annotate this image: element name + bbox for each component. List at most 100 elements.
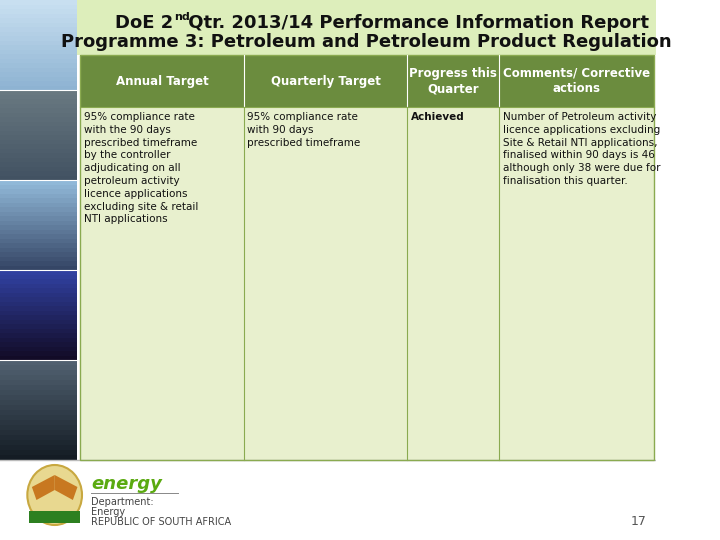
Bar (0, 435, 78, 441)
Bar (0, 430, 78, 435)
Bar (0, 284, 78, 288)
Bar (0, 135, 78, 140)
Bar (0, 450, 78, 456)
Bar (0, 50, 78, 55)
Bar (0, 189, 78, 194)
Bar (0, 81, 78, 86)
Bar (0, 288, 78, 293)
Bar (0, 212, 78, 217)
Text: REPUBLIC OF SOUTH AFRICA: REPUBLIC OF SOUTH AFRICA (91, 517, 231, 527)
Bar (0, 0, 78, 5)
Bar (0, 256, 78, 261)
Bar (0, 112, 78, 118)
Bar (0, 104, 78, 109)
Bar (0, 230, 78, 234)
Bar (0, 180, 78, 185)
Bar (0, 460, 656, 540)
Bar (0, 72, 78, 77)
Bar (0, 252, 78, 257)
Bar (0, 370, 78, 375)
Bar (0, 108, 78, 113)
Bar (0, 395, 78, 401)
Bar (0, 385, 78, 390)
Bar (0, 270, 78, 275)
Bar (0, 63, 78, 68)
Bar (0, 310, 78, 315)
Bar (80, 55, 654, 107)
Bar (0, 420, 78, 426)
Bar (0, 176, 78, 180)
Bar (0, 239, 78, 244)
Bar (0, 45, 78, 50)
Bar (0, 185, 78, 190)
Bar (0, 380, 78, 386)
Bar (0, 306, 78, 311)
Bar (0, 243, 78, 248)
Bar (80, 107, 654, 460)
Text: Progress this
Quarter: Progress this Quarter (410, 66, 498, 96)
Bar (0, 440, 78, 445)
Bar (0, 400, 78, 406)
Text: 17: 17 (631, 515, 647, 528)
Bar (0, 198, 78, 203)
Bar (0, 279, 78, 284)
Bar (0, 324, 78, 329)
Bar (0, 94, 78, 99)
Bar (78, 0, 656, 55)
Text: Energy: Energy (91, 507, 125, 517)
Bar (0, 36, 78, 41)
Bar (0, 58, 78, 64)
Bar (0, 117, 78, 122)
Bar (0, 247, 78, 253)
Bar (0, 390, 78, 395)
Bar (0, 365, 78, 370)
Bar (0, 4, 78, 10)
Bar (0, 360, 78, 366)
Text: Quarterly Target: Quarterly Target (271, 75, 380, 87)
Bar (0, 85, 78, 91)
Bar (0, 445, 78, 450)
Bar (0, 193, 78, 199)
Bar (0, 171, 78, 176)
Text: Annual Target: Annual Target (116, 75, 208, 87)
Polygon shape (55, 475, 78, 500)
Bar (0, 347, 78, 352)
Bar (0, 425, 78, 430)
Bar (0, 153, 78, 158)
Bar (0, 261, 78, 266)
Bar (0, 40, 78, 45)
Bar (0, 455, 78, 461)
Bar (0, 333, 78, 338)
Bar (0, 266, 78, 271)
Bar (0, 274, 78, 280)
Bar (0, 9, 78, 14)
Bar (0, 351, 78, 356)
Bar (0, 144, 78, 149)
Text: energy: energy (91, 475, 162, 493)
Bar (0, 234, 78, 239)
Bar (0, 31, 78, 37)
Text: nd: nd (174, 12, 190, 22)
Polygon shape (32, 475, 55, 500)
Bar (0, 225, 78, 230)
Bar (0, 158, 78, 163)
Bar (0, 90, 78, 95)
Text: 95% compliance rate
with 90 days
prescribed timeframe: 95% compliance rate with 90 days prescri… (248, 112, 361, 147)
Text: Achieved: Achieved (411, 112, 464, 122)
Bar (0, 99, 78, 104)
Bar (0, 301, 78, 307)
Bar (0, 27, 78, 32)
Bar (0, 342, 78, 347)
Text: Programme 3: Petroleum and Petroleum Product Regulation: Programme 3: Petroleum and Petroleum Pro… (61, 33, 672, 51)
Bar (0, 328, 78, 334)
Bar (0, 18, 78, 23)
Bar (0, 68, 78, 72)
Bar (0, 297, 78, 302)
Bar (0, 405, 78, 410)
Bar (0, 293, 78, 298)
Bar (0, 375, 78, 381)
Bar (0, 122, 78, 126)
Bar (0, 126, 78, 131)
Bar (0, 139, 78, 145)
Circle shape (27, 465, 82, 525)
